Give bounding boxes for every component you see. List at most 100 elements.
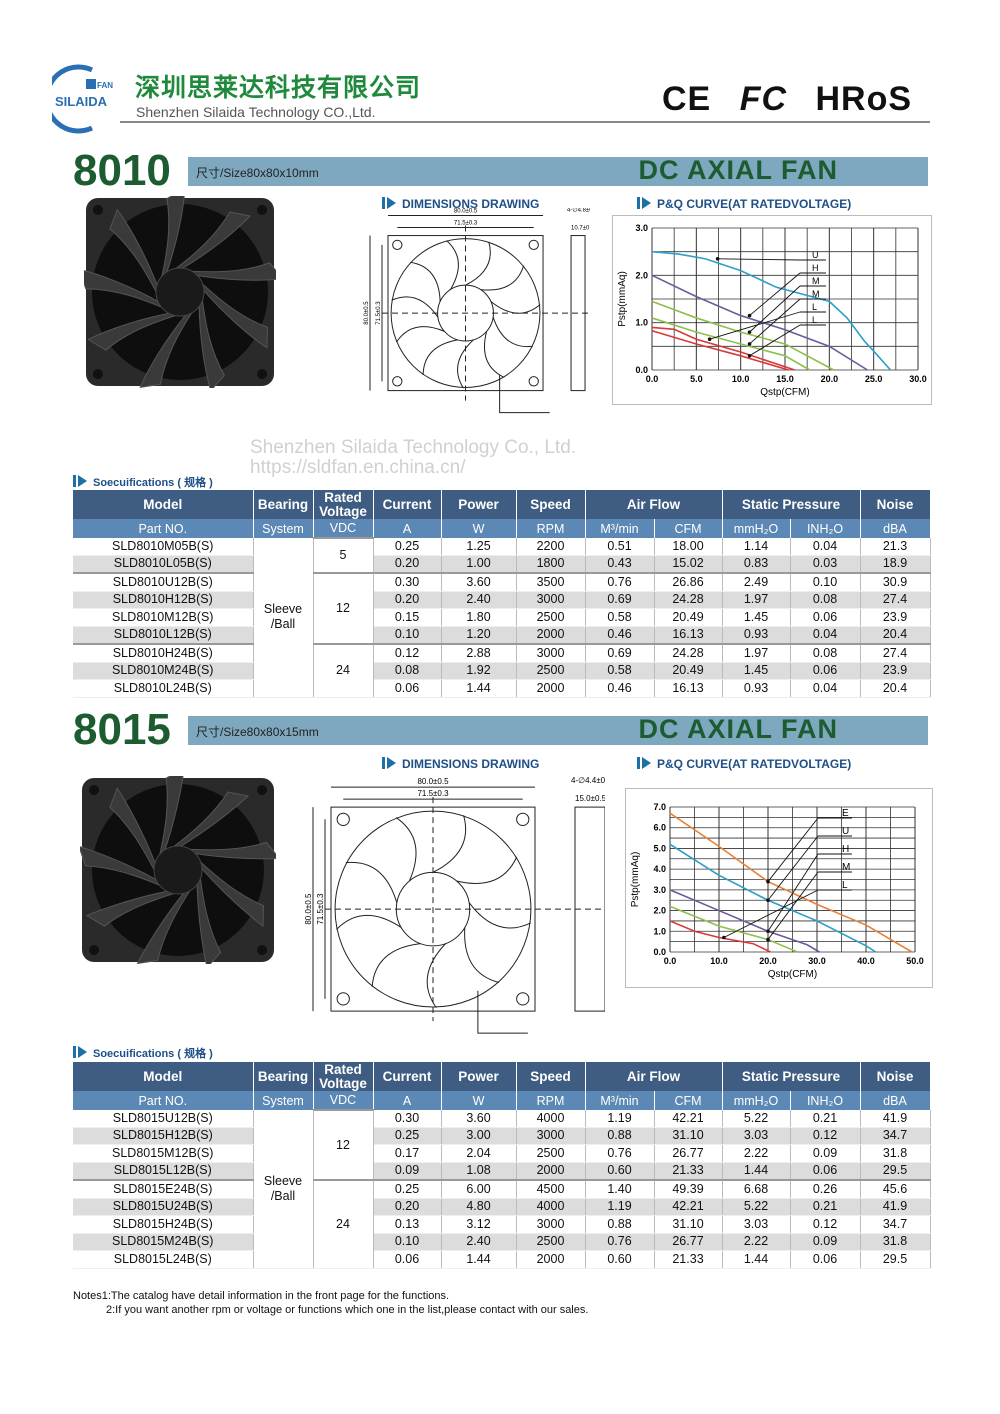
mounting-hole: [257, 785, 267, 795]
cell-value: 0.93: [722, 626, 791, 645]
cell-value: 20.49: [654, 608, 723, 627]
column-subheader: mmH₂O: [722, 1091, 791, 1110]
series-label: L: [812, 315, 817, 325]
column-subheader: RPM: [516, 519, 586, 538]
y-tick-label: 0.0: [635, 365, 648, 375]
part-number: SLD8010H12B(S): [73, 591, 254, 609]
cell-value: 0.06: [373, 1250, 442, 1269]
leader-arrow: [749, 324, 801, 357]
cell-value: 1.45: [722, 662, 791, 680]
cell-value: 0.76: [585, 1144, 655, 1163]
cell-value: 0.20: [373, 555, 442, 574]
cell-value: 2500: [516, 662, 586, 680]
fan-blade: [170, 791, 250, 849]
arrow-head-icon: [747, 313, 752, 318]
mounting-hole: [516, 992, 530, 1006]
fan-blade: [198, 296, 225, 388]
fan-blade: [85, 890, 178, 927]
mounting-hole: [257, 945, 267, 955]
cell-value: 0.46: [585, 626, 655, 645]
size-label: 尺寸/Size80x80x10mm: [196, 166, 319, 180]
part-number: SLD8015H12B(S): [73, 1127, 254, 1145]
x-tick-label: 20.0: [821, 374, 839, 384]
cell-value: 29.5: [860, 1162, 931, 1181]
dimensions-drawing: 80.0±0.5 71.5±0.3 4-∅4.8±0.3 10.7±0.5 80.0±0…: [364, 208, 590, 414]
play-icon: [642, 197, 651, 209]
logo-arc: [52, 64, 94, 134]
pitch-dimension: 71.5±0.3: [454, 221, 478, 227]
column-subheader: Part NO.: [73, 519, 254, 538]
cell-value: 0.06: [790, 662, 861, 680]
mounting-hole: [336, 812, 350, 826]
column-header: Speed: [516, 490, 586, 519]
cell-value: 0.83: [722, 555, 791, 574]
cell-value: 0.21: [790, 1198, 861, 1216]
pq-curve-heading: P&Q CURVE(AT RATEDVOLTAGE): [637, 757, 851, 771]
table-row: SLD8015M24B(S) 0.10 2.40 2500 0.76 26.77 2.22 0…: [73, 1233, 931, 1251]
cell-value: 0.20: [373, 591, 442, 609]
arrow-head-icon: [766, 937, 770, 942]
cell-value: 2000: [516, 679, 586, 698]
cell-value: 2.22: [722, 1233, 791, 1251]
mounting-hole: [336, 992, 350, 1006]
column-header: Bearing: [253, 1062, 314, 1091]
cell-value: 0.30: [373, 1110, 442, 1128]
column-header: Air Flow: [585, 490, 723, 519]
cell-value: 1.44: [441, 1250, 517, 1269]
model-number: 8015: [73, 705, 171, 754]
table-row: SLD8010M24B(S) 0.08 1.92 2500 0.58 20.49 1.45 0…: [73, 662, 931, 680]
series-line-U: [669, 843, 877, 953]
cell-value: 0.06: [790, 608, 861, 627]
cell-value: 1.19: [585, 1198, 655, 1216]
cell-value: 1.00: [441, 555, 517, 574]
lead-wire: [499, 375, 550, 414]
cell-value: 0.09: [790, 1144, 861, 1163]
fan-blade: [188, 262, 276, 281]
series-label: L: [842, 880, 848, 891]
specifications-heading: Soecuifications ( 规格 ): [73, 474, 213, 490]
table-row: SLD8015U12B(S) Sleeve /Ball 12 0.30 3.60 4000…: [73, 1109, 931, 1269]
arrow-head-icon: [747, 354, 752, 358]
blade-outline: [480, 265, 525, 291]
blade-outline: [457, 339, 474, 389]
cell-value: 2200: [516, 538, 586, 556]
height-pitch-dimension: 71.5±0.3: [316, 893, 325, 925]
mounting-hole: [528, 239, 539, 251]
height-dimension: 80.0±0.5: [364, 301, 370, 325]
cell-value: 0.69: [585, 591, 655, 609]
cell-value: 41.9: [860, 1198, 931, 1216]
column-header: Power: [441, 490, 517, 519]
cell-value: 0.76: [585, 572, 655, 592]
cell-value: 0.13: [373, 1215, 442, 1234]
blade-outline: [492, 316, 533, 348]
cell-value: 20.4: [860, 626, 931, 645]
cell-value: 1.45: [722, 608, 791, 627]
cell-value: 3500: [516, 572, 586, 592]
cell-value: 1.40: [585, 1179, 655, 1199]
fan-blade: [199, 280, 268, 349]
fan-type-title: DC AXIAL FAN: [638, 714, 838, 744]
header-divider: [120, 121, 930, 123]
x-axis-label: Qstp(CFM): [768, 969, 817, 980]
fan-blade: [109, 787, 157, 874]
leader-arrow: [749, 298, 801, 345]
cell-value: 0.46: [585, 679, 655, 698]
y-tick-label: 3.0: [635, 223, 648, 233]
table-row: SLD8010M12B(S) 0.15 1.80 2500 0.58 20.49 1.45 0…: [73, 608, 931, 627]
fan-blade: [186, 841, 276, 860]
fan-blade: [80, 845, 164, 888]
cell-value: 4000: [516, 1110, 586, 1128]
note-1: Notes1:The catalog have detail informati…: [73, 1290, 450, 1302]
cell-value: 2.04: [441, 1144, 517, 1163]
cell-value: 2.49: [722, 572, 791, 592]
cell-value: 2.40: [441, 591, 517, 609]
blade-outline: [483, 331, 505, 378]
part-number: SLD8015E24B(S): [73, 1179, 254, 1199]
part-number: SLD8010L05B(S): [73, 555, 254, 574]
cell-value: 0.93: [722, 679, 791, 698]
cell-value: 3.03: [722, 1215, 791, 1234]
cell-value: 2.40: [441, 1233, 517, 1251]
cell-value: 31.10: [654, 1215, 723, 1234]
blade-outline: [395, 817, 417, 882]
pq-chart: 0.0 10.0 20.0 30.0 40.0 50.0 0.0 1.0 2.0 3.0 4.0 5.…: [625, 788, 933, 988]
